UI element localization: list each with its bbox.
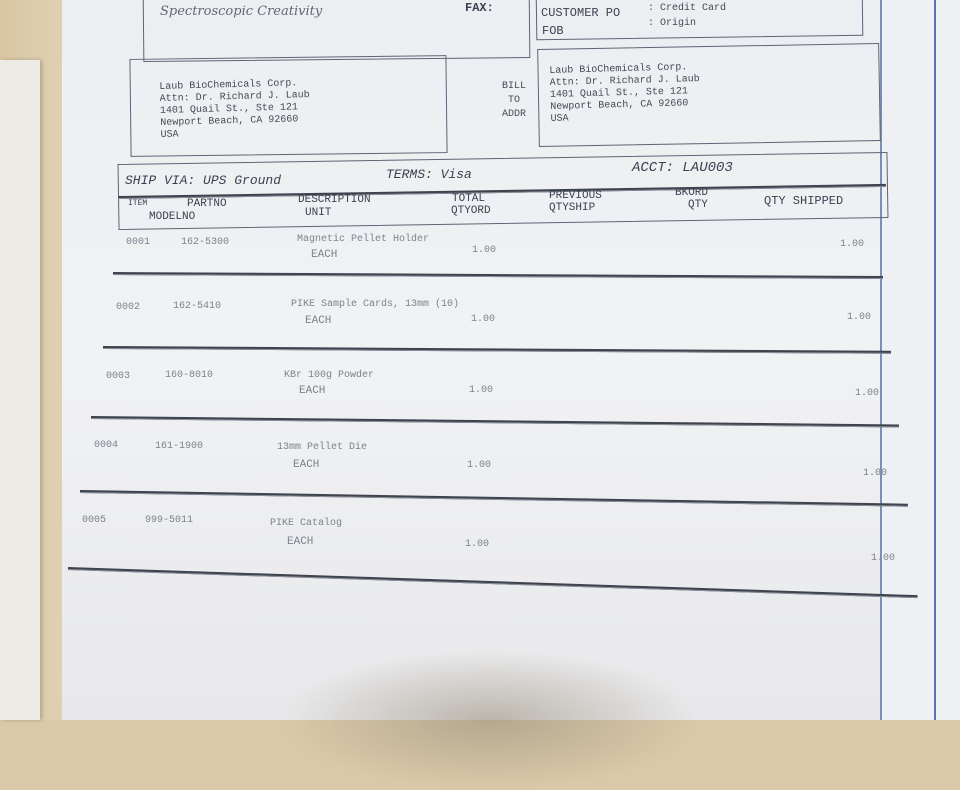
qty-ordered: 1.00 — [467, 460, 492, 471]
part-number: 162-5410 — [173, 301, 222, 312]
col-qtyord: QTYORD — [451, 205, 491, 217]
description: KBr 100g Powder — [284, 370, 375, 381]
packing-slip-page — [62, 0, 920, 720]
unit: EACH — [305, 315, 332, 327]
part-number: 162-5300 — [181, 237, 230, 248]
qty-shipped: 1.00 — [847, 312, 872, 323]
col-qty-shipped: QTY SHIPPED — [764, 194, 844, 208]
part-number: 161-1900 — [155, 441, 204, 452]
description: 13mm Pellet Die — [277, 442, 368, 453]
col-bkord-qty: QTY — [688, 199, 708, 211]
description: PIKE Catalog — [270, 518, 343, 529]
fob-value: : Origin — [648, 18, 697, 29]
bill-to-label: BILL TO ADDR — [502, 80, 526, 122]
account-number: ACCT: LAU003 — [632, 160, 733, 176]
col-item: ITEM — [128, 199, 148, 208]
item-number: 0004 — [94, 440, 119, 451]
unit: EACH — [299, 385, 326, 397]
camera-shadow — [280, 650, 700, 790]
col-qtyship: QTYSHIP — [549, 202, 596, 214]
fax-label: FAX: — [465, 1, 494, 15]
col-modelno: MODELNO — [149, 211, 196, 223]
background-paper — [0, 60, 40, 720]
part-number: 160-8010 — [165, 370, 214, 381]
item-number: 0001 — [126, 237, 151, 248]
item-number: 0002 — [116, 302, 141, 313]
qty-shipped: 1.00 — [855, 388, 880, 399]
col-bkord: BKORD — [675, 187, 709, 199]
description: Magnetic Pellet Holder — [297, 234, 430, 245]
col-total: TOTAL — [452, 193, 486, 205]
ship-to-address: Laub BioChemicals Corp. Attn: Dr. Richar… — [159, 78, 311, 142]
company-logo: Spectroscopic Creativity — [160, 4, 323, 19]
item-number: 0003 — [106, 371, 131, 382]
qty-shipped: 1.00 — [863, 468, 888, 479]
bill-to-address: Laub BioChemicals Corp. Attn: Dr. Richar… — [549, 62, 701, 126]
col-previous: PREVIOUS — [549, 190, 602, 202]
addr-label: ADDR — [502, 109, 527, 120]
item-number: 0005 — [82, 515, 107, 526]
qty-ordered: 1.00 — [465, 539, 490, 550]
col-partno: PARTNO — [187, 198, 227, 210]
fob-label: FOB — [542, 24, 564, 38]
to-label: TO — [508, 95, 521, 106]
description: PIKE Sample Cards, 13mm (10) — [291, 299, 460, 310]
part-number: 999-5011 — [145, 515, 194, 526]
qty-ordered: 1.00 — [472, 245, 497, 256]
qty-ordered: 1.00 — [469, 385, 494, 396]
ship-via: SHIP VIA: UPS Ground — [125, 173, 282, 188]
qty-shipped: 1.00 — [840, 239, 865, 250]
qty-shipped: 1.00 — [871, 553, 896, 564]
unit: EACH — [287, 536, 314, 548]
adjacent-page — [880, 0, 960, 720]
bill-label: BILL — [502, 81, 527, 92]
col-description: DESCRIPTION — [298, 194, 371, 206]
unit: EACH — [311, 249, 338, 261]
terms: TERMS: Visa — [386, 167, 472, 182]
qty-ordered: 1.00 — [471, 314, 496, 325]
col-unit: UNIT — [305, 207, 332, 219]
customer-po-label: CUSTOMER PO — [541, 6, 621, 20]
unit: EACH — [293, 459, 320, 471]
customer-po-value: : Credit Card — [648, 3, 727, 14]
